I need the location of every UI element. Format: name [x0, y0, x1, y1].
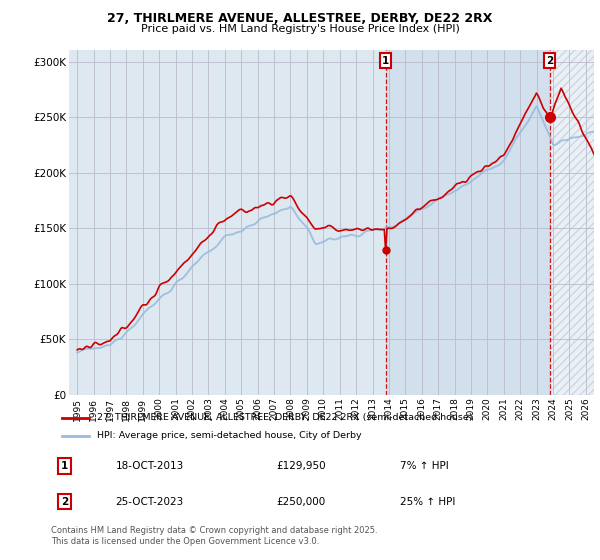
Text: 1: 1	[61, 461, 68, 471]
Text: 27, THIRLMERE AVENUE, ALLESTREE, DERBY, DE22 2RX: 27, THIRLMERE AVENUE, ALLESTREE, DERBY, …	[107, 12, 493, 25]
Text: 25% ↑ HPI: 25% ↑ HPI	[400, 497, 455, 507]
Text: Price paid vs. HM Land Registry's House Price Index (HPI): Price paid vs. HM Land Registry's House …	[140, 24, 460, 34]
Text: Contains HM Land Registry data © Crown copyright and database right 2025.
This d: Contains HM Land Registry data © Crown c…	[51, 526, 377, 546]
Text: 7% ↑ HPI: 7% ↑ HPI	[400, 461, 449, 471]
Text: 1: 1	[382, 55, 389, 66]
Bar	[550, 50, 594, 395]
Text: 2: 2	[546, 55, 553, 66]
Text: 2: 2	[61, 497, 68, 507]
Text: £250,000: £250,000	[277, 497, 326, 507]
Text: £129,950: £129,950	[277, 461, 326, 471]
Text: 18-OCT-2013: 18-OCT-2013	[115, 461, 184, 471]
Text: HPI: Average price, semi-detached house, City of Derby: HPI: Average price, semi-detached house,…	[97, 431, 361, 440]
Bar	[386, 50, 550, 395]
Text: 27, THIRLMERE AVENUE, ALLESTREE, DERBY, DE22 2RX (semi-detached house): 27, THIRLMERE AVENUE, ALLESTREE, DERBY, …	[97, 413, 472, 422]
Text: 25-OCT-2023: 25-OCT-2023	[115, 497, 184, 507]
